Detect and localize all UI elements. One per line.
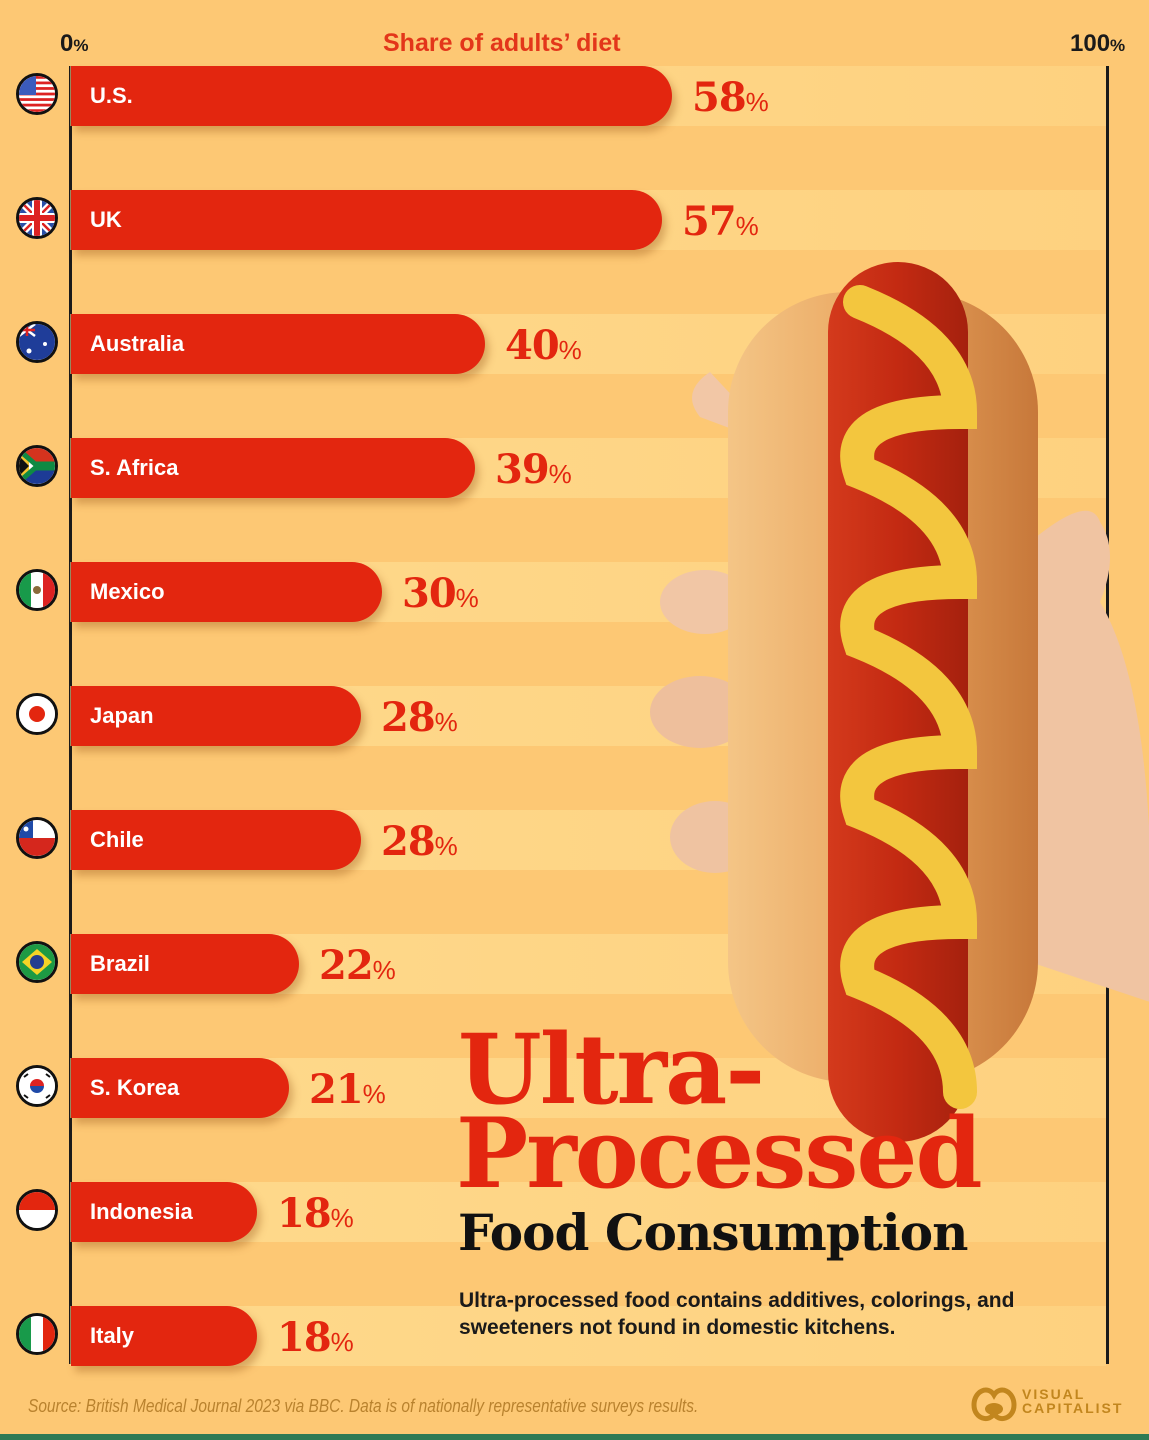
bottom-strip [0,1434,1149,1440]
value-label: 28% [381,818,458,865]
value-label: 58% [692,74,769,121]
indonesia-flag-icon [16,1189,58,1231]
country-label: UK [90,207,122,232]
uk-flag-icon [16,197,58,239]
bar-row: UK 57% [0,190,1149,250]
value-label: 18% [277,1190,354,1237]
country-label: Italy [90,1323,135,1348]
value-label: 57% [682,198,759,245]
logo-line-1: VISUAL [1022,1386,1086,1402]
title-line-2: Processed [456,1097,983,1210]
south-korea-flag-icon [16,1065,58,1107]
title-line-1: Ultra- [458,1013,765,1126]
brazil-flag-icon [16,941,58,983]
country-label: S. Africa [90,455,179,480]
logo-mark-icon [971,1387,1017,1422]
value-label: 39% [495,446,572,493]
chile-flag-icon [16,817,58,859]
subtitle: Ultra-processed food contains additives,… [459,1289,1015,1339]
axis-title: Share of adults’ diet [383,29,621,57]
axis-min-label: 0% [60,30,89,57]
value-label: 30% [402,570,479,617]
country-label: Mexico [90,579,165,604]
bar: Chile [71,810,361,870]
japan-flag-icon [16,693,58,735]
logo-line-2: CAPITALIST [1022,1400,1124,1416]
bar: Italy [71,1306,257,1366]
south-africa-flag-icon [16,445,58,487]
bar: Australia [71,314,485,374]
country-label: Brazil [90,951,150,976]
visual-capitalist-logo: VISUAL CAPITALIST [970,1383,1130,1423]
italy-flag-icon [16,1313,58,1355]
us-flag-icon [16,73,58,115]
bar: Brazil [71,934,299,994]
country-label: S. Korea [90,1075,180,1100]
country-label: Chile [90,827,144,852]
bar: Japan [71,686,361,746]
country-label: Indonesia [90,1199,193,1224]
value-label: 22% [319,942,396,989]
mexico-flag-icon [16,569,58,611]
axis-max-label: 100% [1070,30,1126,57]
value-label: 28% [381,694,458,741]
value-label: 18% [277,1314,354,1361]
bar: S. Korea [71,1058,289,1118]
australia-flag-icon [16,321,58,363]
bar: Mexico [71,562,382,622]
title-line-3: Food Consumption [458,1203,968,1262]
country-label: U.S. [90,83,133,108]
bar-row: Indonesia 18% [0,1182,1149,1242]
country-label: Japan [90,703,154,728]
bar: Indonesia [71,1182,257,1242]
value-label: 40% [505,322,582,369]
bar-row: Italy 18% [0,1306,1149,1366]
country-label: Australia [90,331,185,356]
bar: S. Africa [71,438,475,498]
bar: UK [71,190,662,250]
bar-row: U.S. 58% [0,66,1149,126]
value-label: 21% [309,1066,386,1113]
bar: U.S. [71,66,672,126]
hotdog-illustration [650,262,1149,1142]
source-note: Source: British Medical Journal 2023 via… [28,1396,699,1416]
